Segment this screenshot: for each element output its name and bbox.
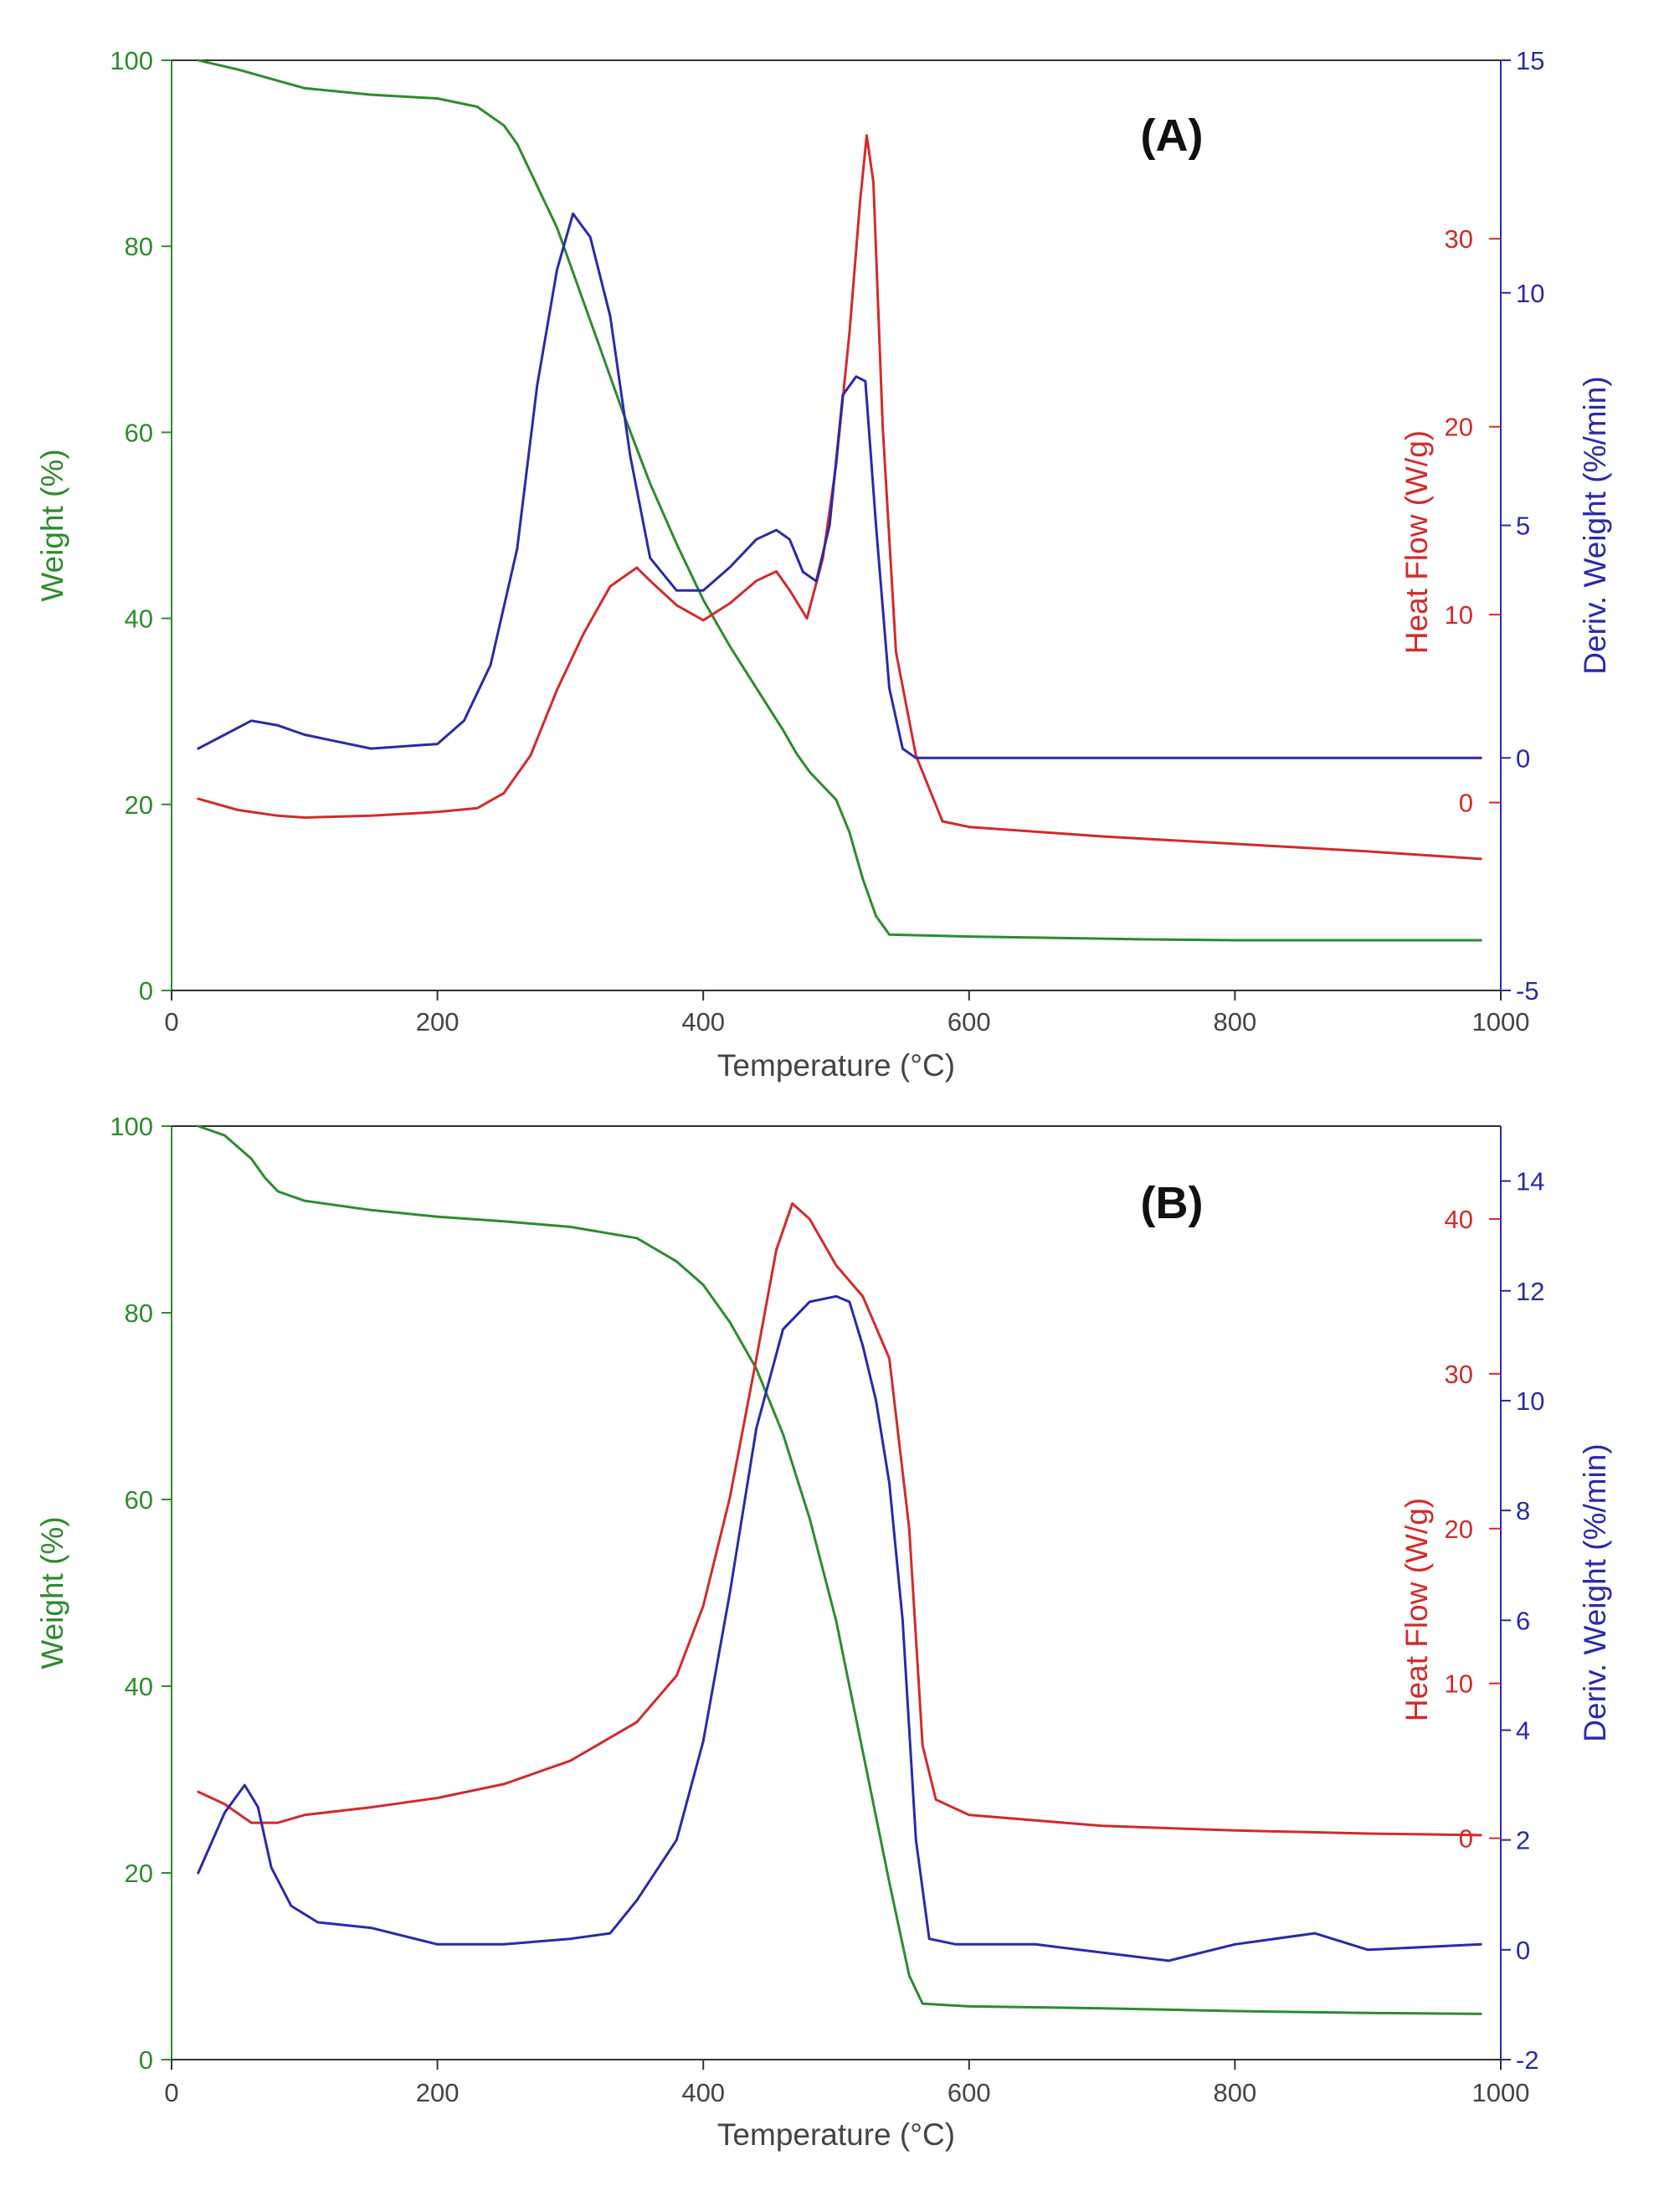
deriv-weight-tick-label: 2 bbox=[1516, 1826, 1530, 1855]
x-tick-label: 800 bbox=[1214, 2078, 1257, 2107]
weight-axis-title: Weight (%) bbox=[35, 449, 69, 601]
x-tick-label: 0 bbox=[164, 2078, 178, 2107]
heat-flow-curve bbox=[197, 1202, 1482, 1837]
deriv-weight-curve bbox=[197, 1294, 1482, 1963]
deriv-weight-tick-label: 0 bbox=[1516, 1936, 1530, 1965]
heat-flow-axis-title: Heat Flow (W/g) bbox=[1399, 1498, 1434, 1721]
weight-tick-label: 20 bbox=[125, 1859, 153, 1888]
heat-flow-tick-label: 20 bbox=[1445, 413, 1473, 442]
heat-flow-tick-label: 30 bbox=[1445, 224, 1473, 254]
heat-flow-tick-label: 0 bbox=[1459, 789, 1473, 818]
x-tick-label: 1000 bbox=[1472, 2078, 1530, 2107]
weight-tick-label: 20 bbox=[125, 790, 153, 820]
heat-flow-tick-label: 30 bbox=[1445, 1360, 1473, 1389]
panel-label: (A) bbox=[1141, 111, 1204, 161]
heat-flow-tick-label: 10 bbox=[1445, 600, 1473, 630]
heat-flow-axis-title: Heat Flow (W/g) bbox=[1399, 430, 1434, 654]
weight-tick-label: 80 bbox=[125, 232, 153, 261]
deriv-weight-tick-label: 5 bbox=[1516, 512, 1530, 541]
x-tick-label: 1000 bbox=[1472, 1007, 1530, 1037]
x-tick-label: 800 bbox=[1214, 1007, 1257, 1037]
panel-label: (B) bbox=[1141, 1178, 1204, 1228]
deriv-weight-tick-label: 15 bbox=[1516, 46, 1544, 75]
x-tick-label: 600 bbox=[947, 1007, 991, 1037]
x-tick-label: 600 bbox=[947, 2078, 991, 2107]
x-tick-label: 200 bbox=[416, 1007, 460, 1037]
deriv-weight-tick-label: 10 bbox=[1516, 1386, 1544, 1416]
heat-flow-tick-label: 40 bbox=[1445, 1205, 1473, 1234]
weight-tick-label: 0 bbox=[139, 2045, 153, 2075]
x-tick-label: 200 bbox=[416, 2078, 460, 2107]
weight-tick-label: 40 bbox=[125, 1672, 153, 1701]
x-axis-title: Temperature (°C) bbox=[717, 2117, 955, 2152]
deriv-weight-tick-label: -2 bbox=[1516, 2045, 1539, 2075]
deriv-weight-tick-label: 0 bbox=[1516, 743, 1530, 773]
weight-tick-label: 60 bbox=[125, 1485, 153, 1515]
deriv-weight-axis-title: Deriv. Weight (%/min) bbox=[1578, 1443, 1612, 1741]
deriv-weight-axis-title: Deriv. Weight (%/min) bbox=[1578, 376, 1612, 674]
deriv-weight-tick-label: 6 bbox=[1516, 1606, 1530, 1635]
deriv-weight-tick-label: 10 bbox=[1516, 279, 1544, 308]
deriv-weight-tick-label: 14 bbox=[1516, 1167, 1544, 1196]
weight-tick-label: 80 bbox=[125, 1299, 153, 1328]
weight-curve bbox=[197, 59, 1482, 942]
x-tick-label: 0 bbox=[164, 1007, 178, 1037]
deriv-weight-tick-label: -5 bbox=[1516, 976, 1539, 1006]
heat-flow-tick-label: 20 bbox=[1445, 1515, 1473, 1544]
deriv-weight-tick-label: 12 bbox=[1516, 1277, 1544, 1306]
x-tick-label: 400 bbox=[681, 2078, 725, 2107]
weight-tick-label: 100 bbox=[110, 46, 153, 75]
heat-flow-tick-label: 0 bbox=[1459, 1824, 1473, 1854]
weight-tick-label: 40 bbox=[125, 604, 153, 634]
weight-curve bbox=[197, 1124, 1482, 2015]
weight-axis-title: Weight (%) bbox=[35, 1516, 69, 1669]
heat-flow-curve bbox=[197, 134, 1482, 861]
weight-tick-label: 0 bbox=[139, 976, 153, 1006]
weight-tick-label: 60 bbox=[125, 418, 153, 447]
x-axis-title: Temperature (°C) bbox=[717, 1048, 955, 1083]
deriv-weight-curve bbox=[197, 212, 1482, 759]
deriv-weight-tick-label: 8 bbox=[1516, 1496, 1530, 1525]
x-tick-label: 400 bbox=[681, 1007, 725, 1037]
heat-flow-tick-label: 10 bbox=[1445, 1669, 1473, 1699]
weight-tick-label: 100 bbox=[110, 1112, 153, 1141]
deriv-weight-tick-label: 4 bbox=[1516, 1716, 1530, 1745]
